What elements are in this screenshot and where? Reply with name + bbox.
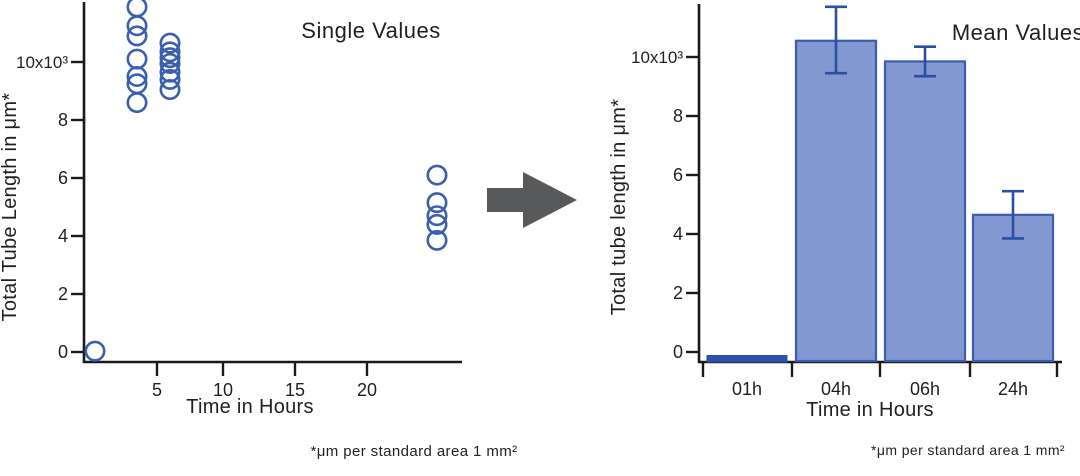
bar-chart: Mean Values Time in Hours Total tube len… (608, 4, 1080, 458)
y-tick-label: 10x10³ (16, 53, 68, 72)
scatter-point (159, 47, 181, 69)
scatter-point (126, 15, 148, 37)
bar-xaxis-label: Time in Hours (806, 399, 934, 421)
scatter-point (159, 32, 181, 54)
x-tick-label: 20 (357, 380, 377, 400)
y-tick-label: 10x10³ (631, 48, 683, 67)
scatter-point (426, 213, 448, 235)
scatter-point (426, 229, 448, 251)
scatter-point (84, 340, 106, 362)
y-tick-label: 6 (58, 168, 68, 188)
scatter-point (126, 92, 148, 114)
bar (794, 39, 878, 363)
y-tick-label: 8 (673, 106, 683, 126)
scatter-point (126, 48, 148, 70)
x-tick-label: 10 (213, 380, 233, 400)
bar-plot-area: 10x10³ 8 6 4 2 0 01h 04h 06h 24h (631, 4, 1062, 399)
x-tick-label: 5 (152, 380, 162, 400)
y-tick-label: 0 (673, 342, 683, 362)
bar-title: Mean Values (952, 20, 1080, 45)
y-tick-label: 6 (673, 165, 683, 185)
y-tick-label: 8 (58, 110, 68, 130)
x-category-label: 01h (732, 379, 762, 399)
scatter-title: Single Values (301, 18, 440, 43)
bar-near-zero (706, 355, 788, 363)
x-category-label: 04h (821, 379, 851, 399)
scatter-point (426, 205, 448, 227)
y-tick-label: 2 (58, 284, 68, 304)
x-category-label: 24h (998, 379, 1028, 399)
scatter-point (126, 0, 148, 18)
bar (883, 60, 967, 363)
scatter-xaxis-label: Time in Hours (186, 396, 314, 418)
x-tick-label: 15 (285, 380, 305, 400)
y-tick-label: 0 (58, 342, 68, 362)
y-tick-label: 4 (673, 224, 683, 244)
scatter-point (126, 25, 148, 47)
scatter-point (159, 79, 181, 101)
scatter-point (159, 41, 181, 63)
scatter-footnote: *μm per standard area 1 mm² (310, 443, 517, 460)
y-tick-label: 4 (58, 226, 68, 246)
x-category-label: 06h (910, 379, 940, 399)
scatter-point (426, 192, 448, 214)
transform-arrow-icon (487, 172, 577, 228)
scatter-point (159, 52, 181, 74)
bar-footnote: *μm per standard area 1 mm² (871, 442, 1065, 458)
bar-yaxis-label: Total tube length in μm* (608, 99, 630, 316)
y-tick-label: 2 (673, 283, 683, 303)
scatter-point (159, 68, 181, 90)
scatter-point (126, 66, 148, 88)
scatter-point (426, 164, 448, 186)
scatter-chart: Single Values Time in Hours Total Tube L… (0, 0, 517, 460)
scatter-yaxis-label: Total Tube Length in μm* (0, 93, 21, 322)
